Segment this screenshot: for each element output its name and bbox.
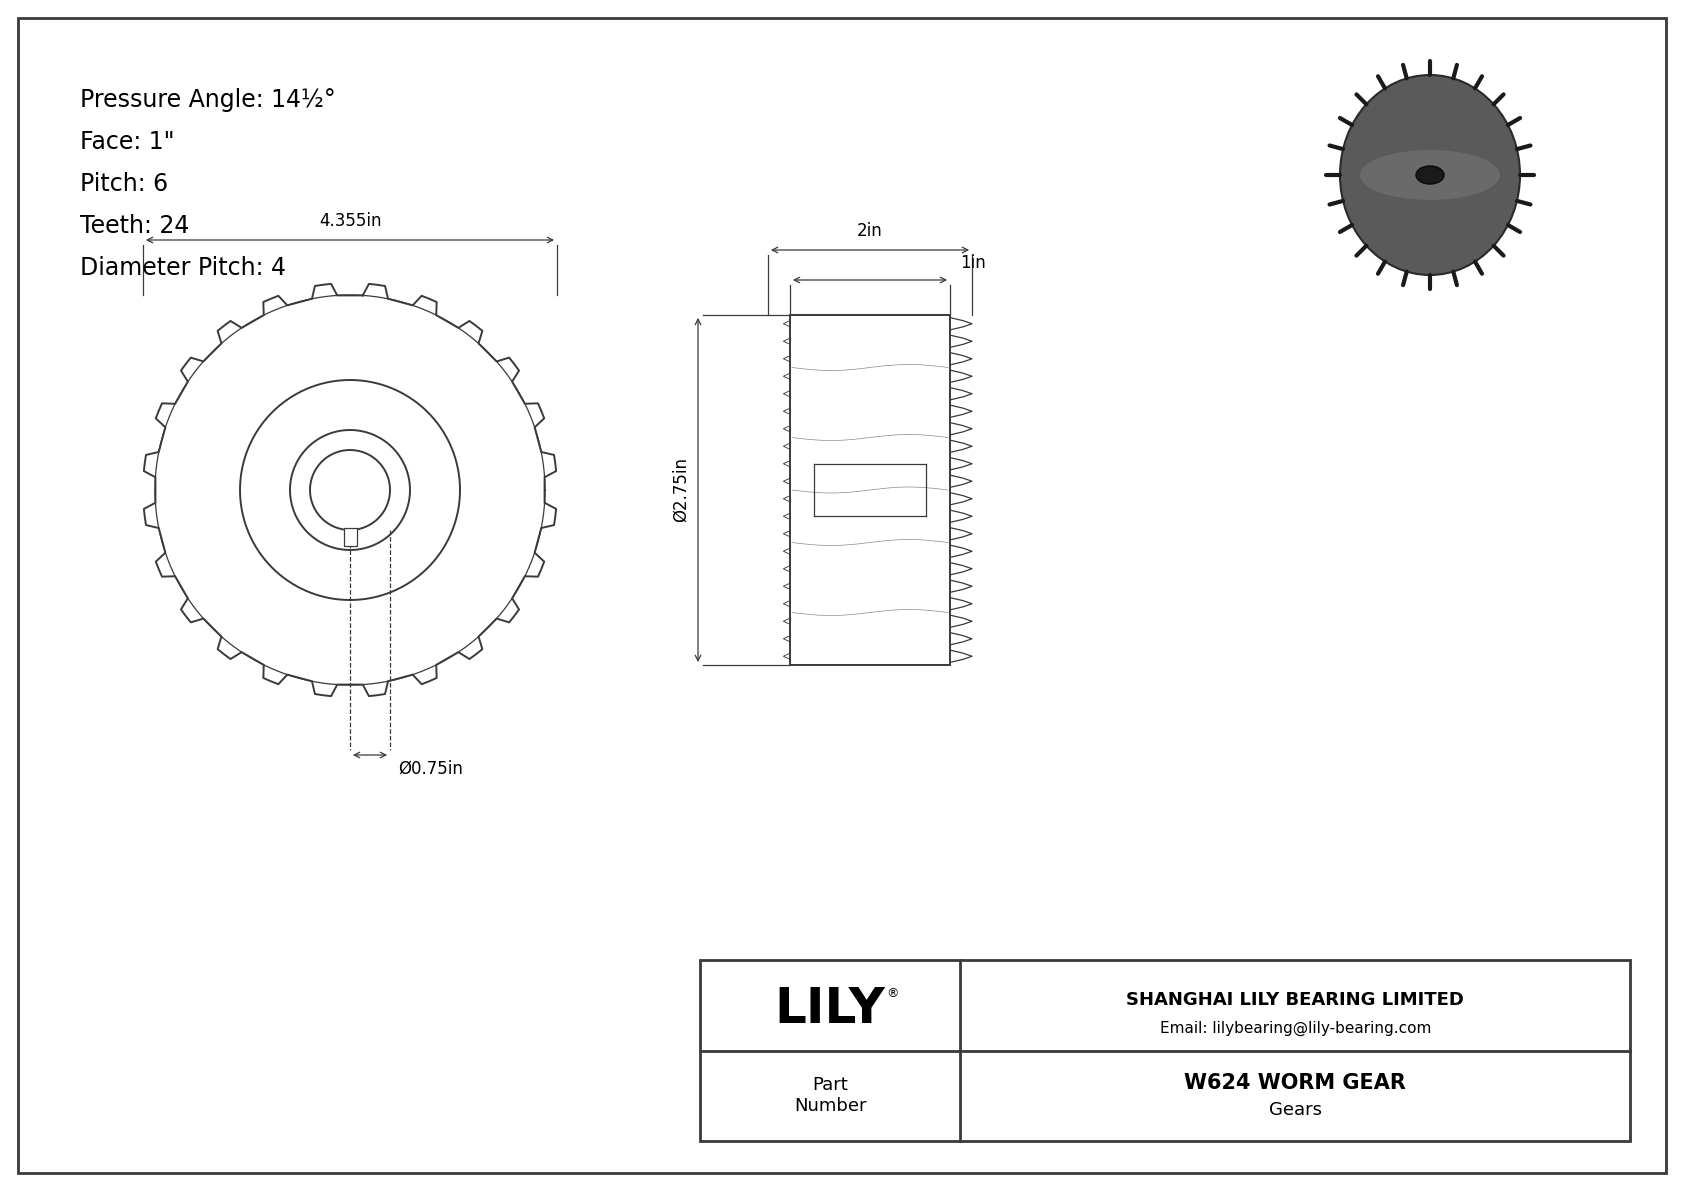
Text: 1in: 1in xyxy=(960,254,985,272)
Text: 4.355in: 4.355in xyxy=(318,212,381,230)
Text: Ø2.75in: Ø2.75in xyxy=(672,457,690,523)
Text: Diameter Pitch: 4: Diameter Pitch: 4 xyxy=(81,256,286,280)
Text: Part
Number: Part Number xyxy=(793,1077,867,1115)
Text: Teeth: 24: Teeth: 24 xyxy=(81,214,189,238)
Text: Pitch: 6: Pitch: 6 xyxy=(81,172,168,197)
Text: Pressure Angle: 14½°: Pressure Angle: 14½° xyxy=(81,88,335,112)
Text: Face: 1": Face: 1" xyxy=(81,130,175,154)
Text: 2in: 2in xyxy=(857,222,882,241)
Text: W624 WORM GEAR: W624 WORM GEAR xyxy=(1184,1073,1406,1093)
Bar xyxy=(701,960,1630,1141)
Bar xyxy=(790,314,950,665)
Text: Email: lilybearing@lily-bearing.com: Email: lilybearing@lily-bearing.com xyxy=(1160,1021,1431,1036)
Ellipse shape xyxy=(1340,75,1521,275)
Text: ®: ® xyxy=(886,987,899,1000)
Bar xyxy=(344,528,357,545)
Ellipse shape xyxy=(1416,166,1443,183)
Text: LILY: LILY xyxy=(775,985,886,1033)
Text: Gears: Gears xyxy=(1268,1102,1322,1120)
Text: Ø0.75in: Ø0.75in xyxy=(397,760,463,778)
Ellipse shape xyxy=(1361,150,1500,200)
Text: SHANGHAI LILY BEARING LIMITED: SHANGHAI LILY BEARING LIMITED xyxy=(1127,991,1463,1009)
